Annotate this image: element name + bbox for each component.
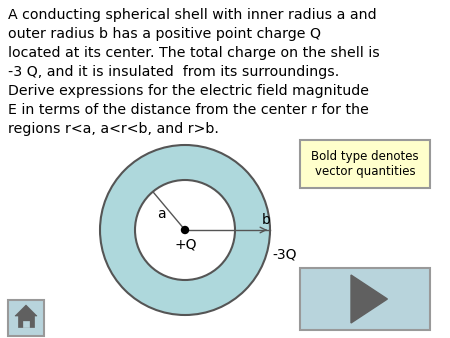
Text: a: a <box>157 207 166 221</box>
FancyBboxPatch shape <box>300 268 430 330</box>
Polygon shape <box>15 305 37 316</box>
Text: located at its center. The total charge on the shell is: located at its center. The total charge … <box>8 46 380 60</box>
Text: -3 Q, and it is insulated  from its surroundings.: -3 Q, and it is insulated from its surro… <box>8 65 339 79</box>
Circle shape <box>135 180 235 280</box>
Bar <box>18 315 34 327</box>
Text: outer radius b has a positive point charge Q: outer radius b has a positive point char… <box>8 27 321 41</box>
Bar <box>23 321 29 327</box>
Circle shape <box>100 145 270 315</box>
Text: E in terms of the distance from the center r for the: E in terms of the distance from the cent… <box>8 103 369 117</box>
Text: -3Q: -3Q <box>272 247 297 261</box>
Text: regions r<a, a<r<b, and r>b.: regions r<a, a<r<b, and r>b. <box>8 122 219 136</box>
Circle shape <box>181 226 189 234</box>
Text: b: b <box>262 213 271 227</box>
Text: A conducting spherical shell with inner radius a and: A conducting spherical shell with inner … <box>8 8 377 22</box>
FancyBboxPatch shape <box>300 140 430 188</box>
FancyBboxPatch shape <box>8 300 44 336</box>
Text: Derive expressions for the electric field magnitude: Derive expressions for the electric fiel… <box>8 84 369 98</box>
Polygon shape <box>351 275 387 323</box>
Text: +Q: +Q <box>175 237 198 251</box>
Text: Bold type denotes
vector quantities: Bold type denotes vector quantities <box>311 150 419 178</box>
